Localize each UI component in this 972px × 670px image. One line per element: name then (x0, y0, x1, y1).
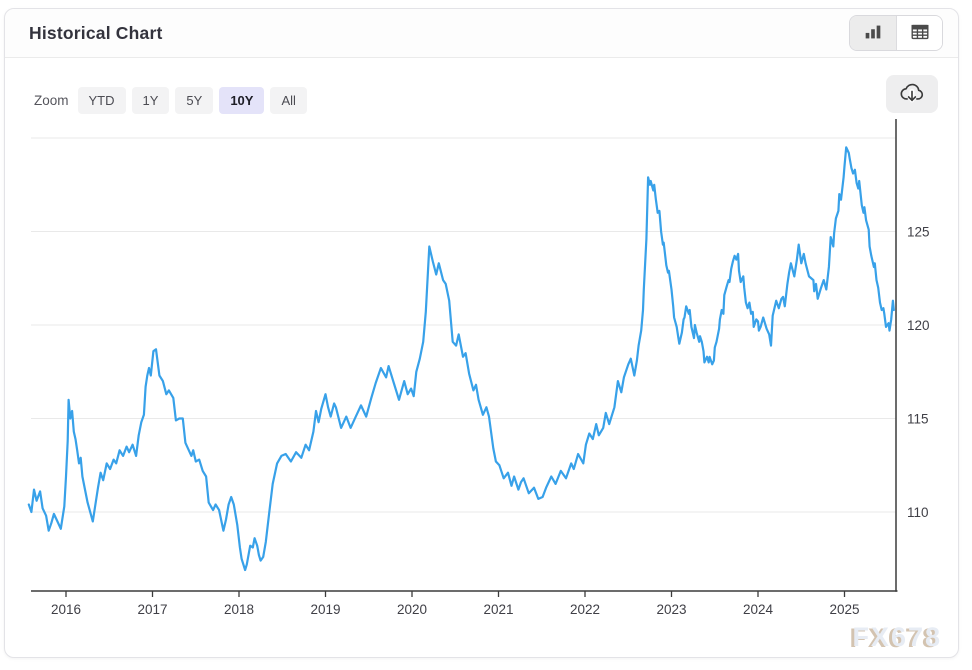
download-button[interactable] (886, 75, 938, 113)
svg-text:2023: 2023 (656, 602, 686, 617)
svg-text:2018: 2018 (224, 602, 254, 617)
svg-text:2021: 2021 (483, 602, 513, 617)
price-chart[interactable]: 2016 2017 2018 2019 2020 2021 2022 2023 2024 2025… (5, 9, 958, 657)
svg-text:115: 115 (907, 411, 929, 426)
zoom-button-all[interactable]: All (270, 87, 307, 114)
page-title: Historical Chart (29, 22, 163, 43)
table-view-button[interactable] (896, 16, 942, 50)
svg-text:2016: 2016 (51, 602, 81, 617)
zoom-buttons: YTD 1Y 5Y 10Y All (77, 87, 307, 114)
chart-view-button[interactable] (850, 16, 896, 50)
axes (31, 119, 898, 592)
zoom-label: Zoom (34, 93, 69, 108)
y-gridlines (31, 137, 896, 513)
svg-text:2017: 2017 (137, 602, 167, 617)
x-axis-ticks (65, 591, 846, 597)
card-header: Historical Chart (5, 9, 958, 58)
svg-text:2024: 2024 (743, 602, 774, 617)
svg-text:2020: 2020 (397, 602, 427, 617)
cloud-download-icon (899, 80, 925, 109)
price-line-group (27, 146, 895, 572)
x-axis-labels: 2016 2017 2018 2019 2020 2021 2022 2023 2024 2025 (51, 602, 860, 617)
svg-text:120: 120 (907, 318, 930, 333)
historical-chart-card: Historical Chart (4, 8, 959, 658)
zoom-button-5y[interactable]: 5Y (175, 87, 214, 114)
zoom-button-10y[interactable]: 10Y (219, 87, 265, 114)
price-line (27, 146, 895, 572)
view-toggle (849, 15, 943, 51)
zoom-toolbar: Zoom YTD 1Y 5Y 10Y All (34, 87, 307, 114)
svg-text:2022: 2022 (570, 602, 600, 617)
bar-chart-icon (862, 21, 884, 46)
zoom-button-1y[interactable]: 1Y (131, 87, 170, 114)
y-axis-labels: 110 115 120 125 (907, 224, 930, 520)
svg-text:2025: 2025 (829, 602, 859, 617)
zoom-button-ytd[interactable]: YTD (77, 87, 126, 114)
table-icon (909, 21, 931, 46)
svg-text:125: 125 (907, 224, 930, 239)
svg-text:110: 110 (907, 505, 929, 520)
svg-text:2019: 2019 (310, 602, 340, 617)
